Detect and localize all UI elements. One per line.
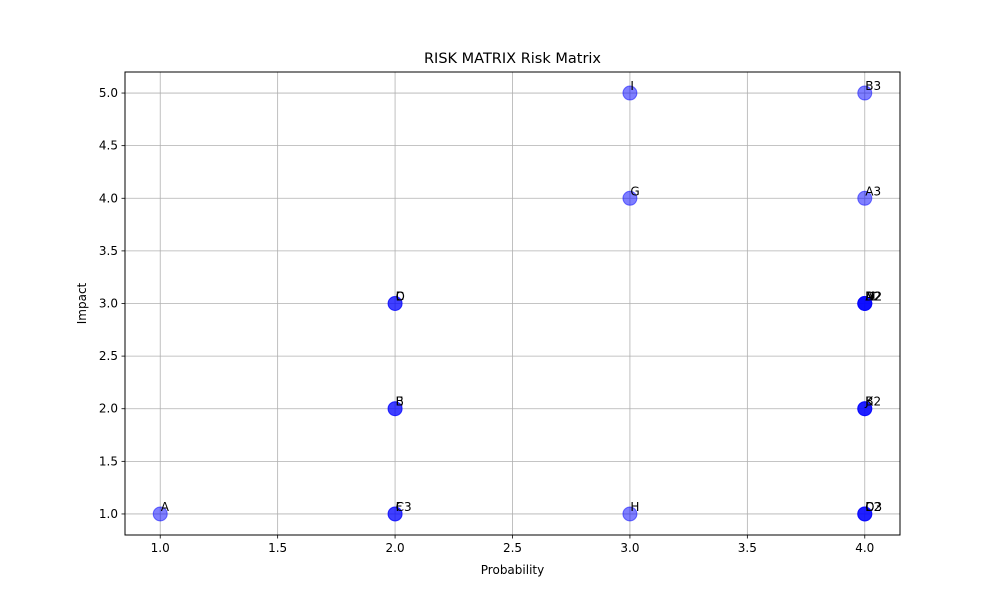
x-axis-label: Probability xyxy=(481,563,544,577)
risk-point-D xyxy=(387,296,403,311)
risk-point-G xyxy=(622,190,638,206)
risk-point-label-A: A xyxy=(161,500,170,514)
x-tick-label: 4.0 xyxy=(855,541,874,555)
ticks-layer: 1.0 1.5 2.0 2.5 3.0 3.5 4.0 1.0 1.5 2.0 2.5 3.0 3.5 4… xyxy=(99,86,874,555)
y-tick-label: 1.5 xyxy=(99,454,118,468)
x-tick-label: 2.0 xyxy=(386,541,405,555)
risk-point-D3 xyxy=(857,506,873,522)
y-tick-label: 5.0 xyxy=(99,86,118,100)
risk-point-label-C2: C2 xyxy=(865,500,881,514)
risk-point-label-N: N xyxy=(865,290,874,304)
risk-point-label-G: G xyxy=(630,184,639,198)
risk-point-label-I: I xyxy=(630,79,634,93)
risk-point-label-E: E xyxy=(396,395,404,409)
y-tick-label: 2.5 xyxy=(99,349,118,363)
risk-point-label-F: F xyxy=(396,500,403,514)
risk-point-label-C: C xyxy=(396,290,404,304)
risk-point-C3 xyxy=(387,506,403,522)
y-tick-label: 4.0 xyxy=(99,191,118,205)
x-tick-label: 1.0 xyxy=(151,541,170,555)
risk-point-I xyxy=(622,85,638,101)
risk-point-label-H: H xyxy=(630,500,639,514)
points-layer xyxy=(152,85,873,522)
y-axis-label: Impact xyxy=(75,282,89,324)
risk-point-label-M: M xyxy=(865,290,875,304)
risk-point-label-B2: B2 xyxy=(865,395,881,409)
y-tick-label: 3.5 xyxy=(99,244,118,258)
y-tick-label: 4.5 xyxy=(99,139,118,153)
risk-point-label-C3: C3 xyxy=(396,500,412,514)
risk-point-label-B: B xyxy=(396,395,404,409)
risk-point-B3 xyxy=(857,85,873,101)
x-tick-label: 3.0 xyxy=(620,541,639,555)
y-tick-label: 1.0 xyxy=(99,507,118,521)
risk-point-A3 xyxy=(857,190,873,206)
risk-point-label-J: J xyxy=(864,395,869,409)
risk-point-label-D: D xyxy=(396,290,405,304)
risk-point-label-L: L xyxy=(865,500,872,514)
risk-point-label-K: K xyxy=(865,395,874,409)
risk-point-label-D3: D3 xyxy=(865,500,882,514)
grid-layer xyxy=(125,72,900,535)
y-tick-label: 3.0 xyxy=(99,297,118,311)
risk-point-label-A2: A2 xyxy=(865,290,881,304)
risk-point-H xyxy=(622,506,638,522)
risk-point-B2 xyxy=(857,401,873,417)
x-tick-label: 2.5 xyxy=(503,541,522,555)
risk-point-A xyxy=(152,506,168,522)
risk-point-D2 xyxy=(857,296,873,311)
y-tick-label: 2.0 xyxy=(99,402,118,416)
risk-point-label-A3: A3 xyxy=(865,184,881,198)
x-tick-label: 1.5 xyxy=(268,541,287,555)
risk-point-E xyxy=(387,401,403,417)
chart-title: RISK MATRIX Risk Matrix xyxy=(424,51,601,67)
x-tick-label: 3.5 xyxy=(738,541,757,555)
risk-point-label-D2: D2 xyxy=(865,290,882,304)
risk-point-label-B3: B3 xyxy=(865,79,881,93)
